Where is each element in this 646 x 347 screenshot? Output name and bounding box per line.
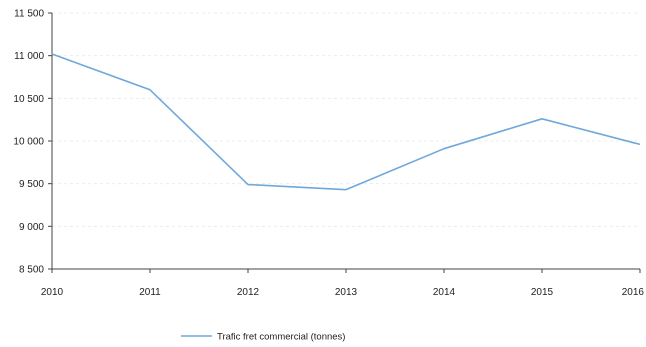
y-tick-label: 11 500 <box>14 9 44 20</box>
y-tick-label: 8 500 <box>19 265 44 276</box>
x-tick-label: 2012 <box>237 287 260 298</box>
x-tick-label: 2014 <box>433 287 456 298</box>
y-tick-label: 10 500 <box>13 94 44 105</box>
x-tick-label: 2013 <box>335 287 358 298</box>
x-tick-label: 2016 <box>622 287 645 298</box>
x-tick-label: 2010 <box>41 287 64 298</box>
y-axis-ticks: 8 500 9 000 9 500 10 000 10 500 11 000 11 500 <box>13 9 52 276</box>
y-tick-label: 9 000 <box>19 222 44 233</box>
series-lines <box>51 53 641 191</box>
x-axis-ticks: 2010 2011 2012 2013 2014 2015 2016 <box>41 269 645 298</box>
y-tick-label: 9 500 <box>19 179 44 190</box>
legend-label: Trafic fret commercial (tonnes) <box>217 332 345 343</box>
y-tick-label: 10 000 <box>13 137 44 148</box>
legend: Trafic fret commercial (tonnes) <box>181 332 345 343</box>
x-tick-label: 2015 <box>531 287 554 298</box>
series-line <box>51 53 641 191</box>
gridlines <box>52 12 640 227</box>
x-tick-label: 2011 <box>139 287 161 298</box>
y-tick-label: 11 000 <box>14 51 44 62</box>
